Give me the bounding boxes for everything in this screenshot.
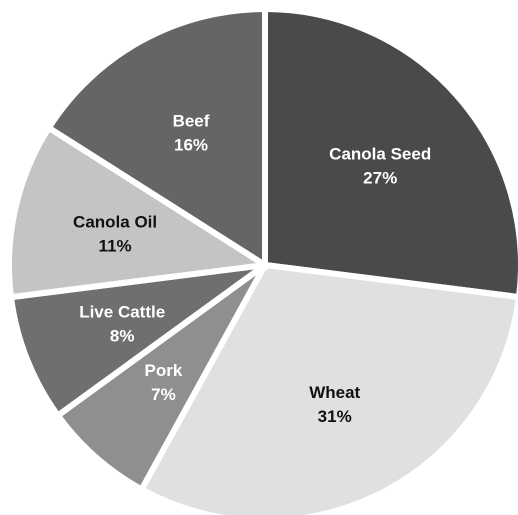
slice-label-wheat: Wheat 31%	[309, 383, 360, 426]
slice-label-canola-seed: Canola Seed 27%	[329, 144, 431, 187]
slice-label-percent: 31%	[318, 407, 352, 426]
slice-label-percent: 11%	[99, 237, 132, 256]
slice-label-name: Pork	[145, 361, 183, 380]
pie-slice-canola-seed	[262, 5, 518, 300]
slice-label-name: Canola Seed	[329, 144, 431, 163]
slice-label-name: Live Cattle	[79, 303, 165, 322]
slice-label-name: Canola Oil	[73, 213, 157, 232]
slice-label-percent: 8%	[110, 327, 135, 346]
pie-slice-wheat	[137, 261, 518, 515]
pie-slice-canola-oil	[6, 123, 274, 301]
slice-label-name: Wheat	[309, 383, 360, 402]
pie-slice-live-cattle	[7, 262, 267, 420]
slice-label-beef: Beef 16%	[173, 111, 210, 154]
slice-label-canola-oil: Canola Oil 11%	[73, 213, 157, 256]
slice-label-percent: 27%	[363, 168, 397, 187]
pie-slice-beef	[44, 5, 268, 271]
pie-labels: Canola Seed 27% Wheat 31% Pork 7% Live Cattle 8…	[73, 111, 431, 426]
slice-label-live-cattle: Live Cattle 8%	[79, 303, 165, 346]
slice-label-pork: Pork 7%	[145, 361, 183, 404]
slice-label-name: Beef	[173, 111, 210, 130]
slice-label-percent: 16%	[174, 135, 208, 154]
pie-slices	[6, 5, 518, 515]
slice-label-percent: 7%	[151, 385, 176, 404]
